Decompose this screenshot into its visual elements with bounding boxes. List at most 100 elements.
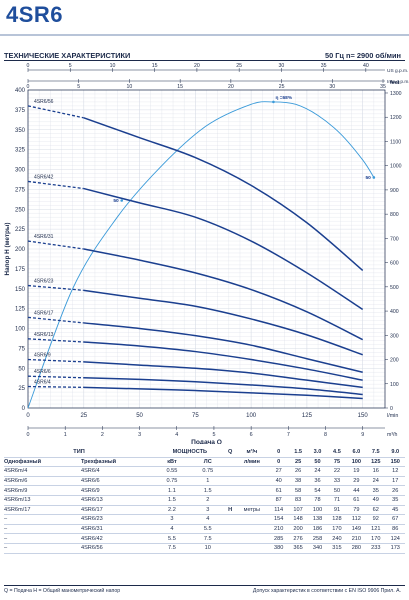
q-label: Q <box>225 448 235 458</box>
usgpm-tick-label: 25 <box>236 63 242 69</box>
head-value: 33 <box>327 476 347 487</box>
usgpm-tick-label: 30 <box>278 63 284 69</box>
pump-curve <box>83 322 363 373</box>
q-lmin-value: 50 <box>307 457 328 468</box>
q-lmin-value: 100 <box>346 457 367 468</box>
head-value: 114 <box>268 505 289 516</box>
feet-tick-label: 800 <box>390 212 399 218</box>
h-label-cell <box>225 514 235 525</box>
feet-tick-label: 300 <box>390 333 399 339</box>
power-hp: 4 <box>189 514 226 525</box>
power-hp: 3 <box>189 505 226 516</box>
power-kw: 5.5 <box>154 533 190 544</box>
y-tick-label: 325 <box>15 148 26 154</box>
head-value: 16 <box>366 466 386 477</box>
power-kw: 1.1 <box>154 485 190 496</box>
head-value: 100 <box>307 505 328 516</box>
curve-dashed-segment <box>27 105 84 119</box>
q-lmin-value: 0 <box>268 457 289 468</box>
head-value: 38 <box>288 476 308 487</box>
head-value: 54 <box>307 485 328 496</box>
single-phase-model: 4SR6m/9 <box>4 485 81 496</box>
single-phase-header: Однофазный <box>4 457 81 468</box>
y-tick-label: 75 <box>18 346 25 352</box>
h-label-cell: H <box>225 505 235 516</box>
head-value: 71 <box>327 495 347 506</box>
m3h-tick-label: 4 <box>175 432 178 438</box>
head-value: 200 <box>288 524 308 535</box>
usgpm-tick-label: 5 <box>69 63 72 69</box>
y-tick-label: 400 <box>15 88 26 94</box>
q-m3h-value: 9.0 <box>385 448 405 458</box>
three-phase-model: 4SR6/56 <box>80 543 155 554</box>
head-value: 61 <box>268 485 289 496</box>
head-value: 27 <box>268 466 289 477</box>
curve-dashed-segment <box>27 284 84 291</box>
impgpm-tick-label: 25 <box>279 84 285 90</box>
curve-dashed-segment <box>27 338 84 343</box>
footer-tolerance: Допуск характеристик в соответствии с EN… <box>252 588 401 594</box>
specs-heading: ТЕХНИЧЕСКИЕ ХАРАКТЕРИСТИКИ <box>4 51 131 60</box>
head-value: 285 <box>268 533 289 544</box>
head-value: 258 <box>307 533 328 544</box>
head-value: 61 <box>346 495 367 506</box>
head-value: 67 <box>385 514 405 525</box>
head-value: 170 <box>366 533 386 544</box>
impgpm-tick-label: 20 <box>228 84 234 90</box>
head-value: 210 <box>346 533 367 544</box>
y-tick-label: 125 <box>15 307 26 313</box>
pump-curve <box>83 377 363 396</box>
table-row: –4SR6/56 7.5 10 380 365 340 315 280 233 173 <box>4 543 405 554</box>
efficiency-curve <box>27 101 375 409</box>
q-m3h-value: 3.0 <box>307 448 328 458</box>
power-kw: 4 <box>154 524 190 535</box>
head-value: 62 <box>366 505 386 516</box>
head-value: 365 <box>288 543 308 554</box>
three-phase-model: 4SR6/6 <box>80 476 155 487</box>
series-label: 4SR6/31 <box>34 234 54 240</box>
head-value: 58 <box>288 485 308 496</box>
efficiency-peak-marker <box>272 100 275 104</box>
feet-tick-label: 500 <box>390 285 399 291</box>
title-divider <box>0 34 409 36</box>
head-value: 86 <box>385 524 405 535</box>
table-row: –4SR6/23 3 4 154 148 138 128 112 92 67 <box>4 514 405 525</box>
m3h-unit-label: m³/h <box>387 432 397 438</box>
curve-dashed-segment <box>27 358 84 363</box>
q-lmin-value: 25 <box>288 457 308 468</box>
curve-dashed-segment <box>27 240 84 250</box>
pump-curve <box>83 289 363 356</box>
head-value: 121 <box>366 524 386 535</box>
usgpm-tick-label: 0 <box>27 63 30 69</box>
usgpm-tick-label: 10 <box>110 63 116 69</box>
head-value: 138 <box>307 514 328 525</box>
head-value: 29 <box>346 476 367 487</box>
chart-grid <box>27 89 386 409</box>
q-m3h-value: 6.0 <box>346 448 367 458</box>
usgpm-tick-label: 20 <box>194 63 200 69</box>
y-axis-label: Напор H (метры) <box>4 223 11 276</box>
lmin-label: л/мин <box>234 457 269 468</box>
x-axis-label: Подача Q <box>191 439 222 444</box>
head-value: 210 <box>268 524 289 535</box>
head-value: 45 <box>385 505 405 516</box>
feet-tick-label: 200 <box>390 358 399 364</box>
three-phase-model: 4SR6/13 <box>80 495 155 506</box>
head-value: 186 <box>307 524 328 535</box>
q-m3h-value: 1.5 <box>288 448 308 458</box>
chart-axes: 0255075100125150175200225250275300325350… <box>4 63 409 444</box>
feet-tick-label: 1200 <box>390 115 402 121</box>
footer-legend: Q = Подача H = Общий манометрический нап… <box>4 588 121 594</box>
power-kw: 0.75 <box>154 476 190 487</box>
head-value: 107 <box>288 505 308 516</box>
q-m3h-value: 7.5 <box>366 448 386 458</box>
efficiency-marker <box>120 199 124 202</box>
y-tick-label: 175 <box>15 267 26 273</box>
meters-label-cell <box>234 485 269 496</box>
feet-tick-label: 1000 <box>390 164 402 170</box>
power-hp: 5.5 <box>189 524 226 535</box>
m3h-tick-label: 8 <box>324 432 327 438</box>
head-value: 35 <box>366 485 386 496</box>
head-value: 26 <box>288 466 308 477</box>
y-tick-label: 350 <box>15 128 26 134</box>
